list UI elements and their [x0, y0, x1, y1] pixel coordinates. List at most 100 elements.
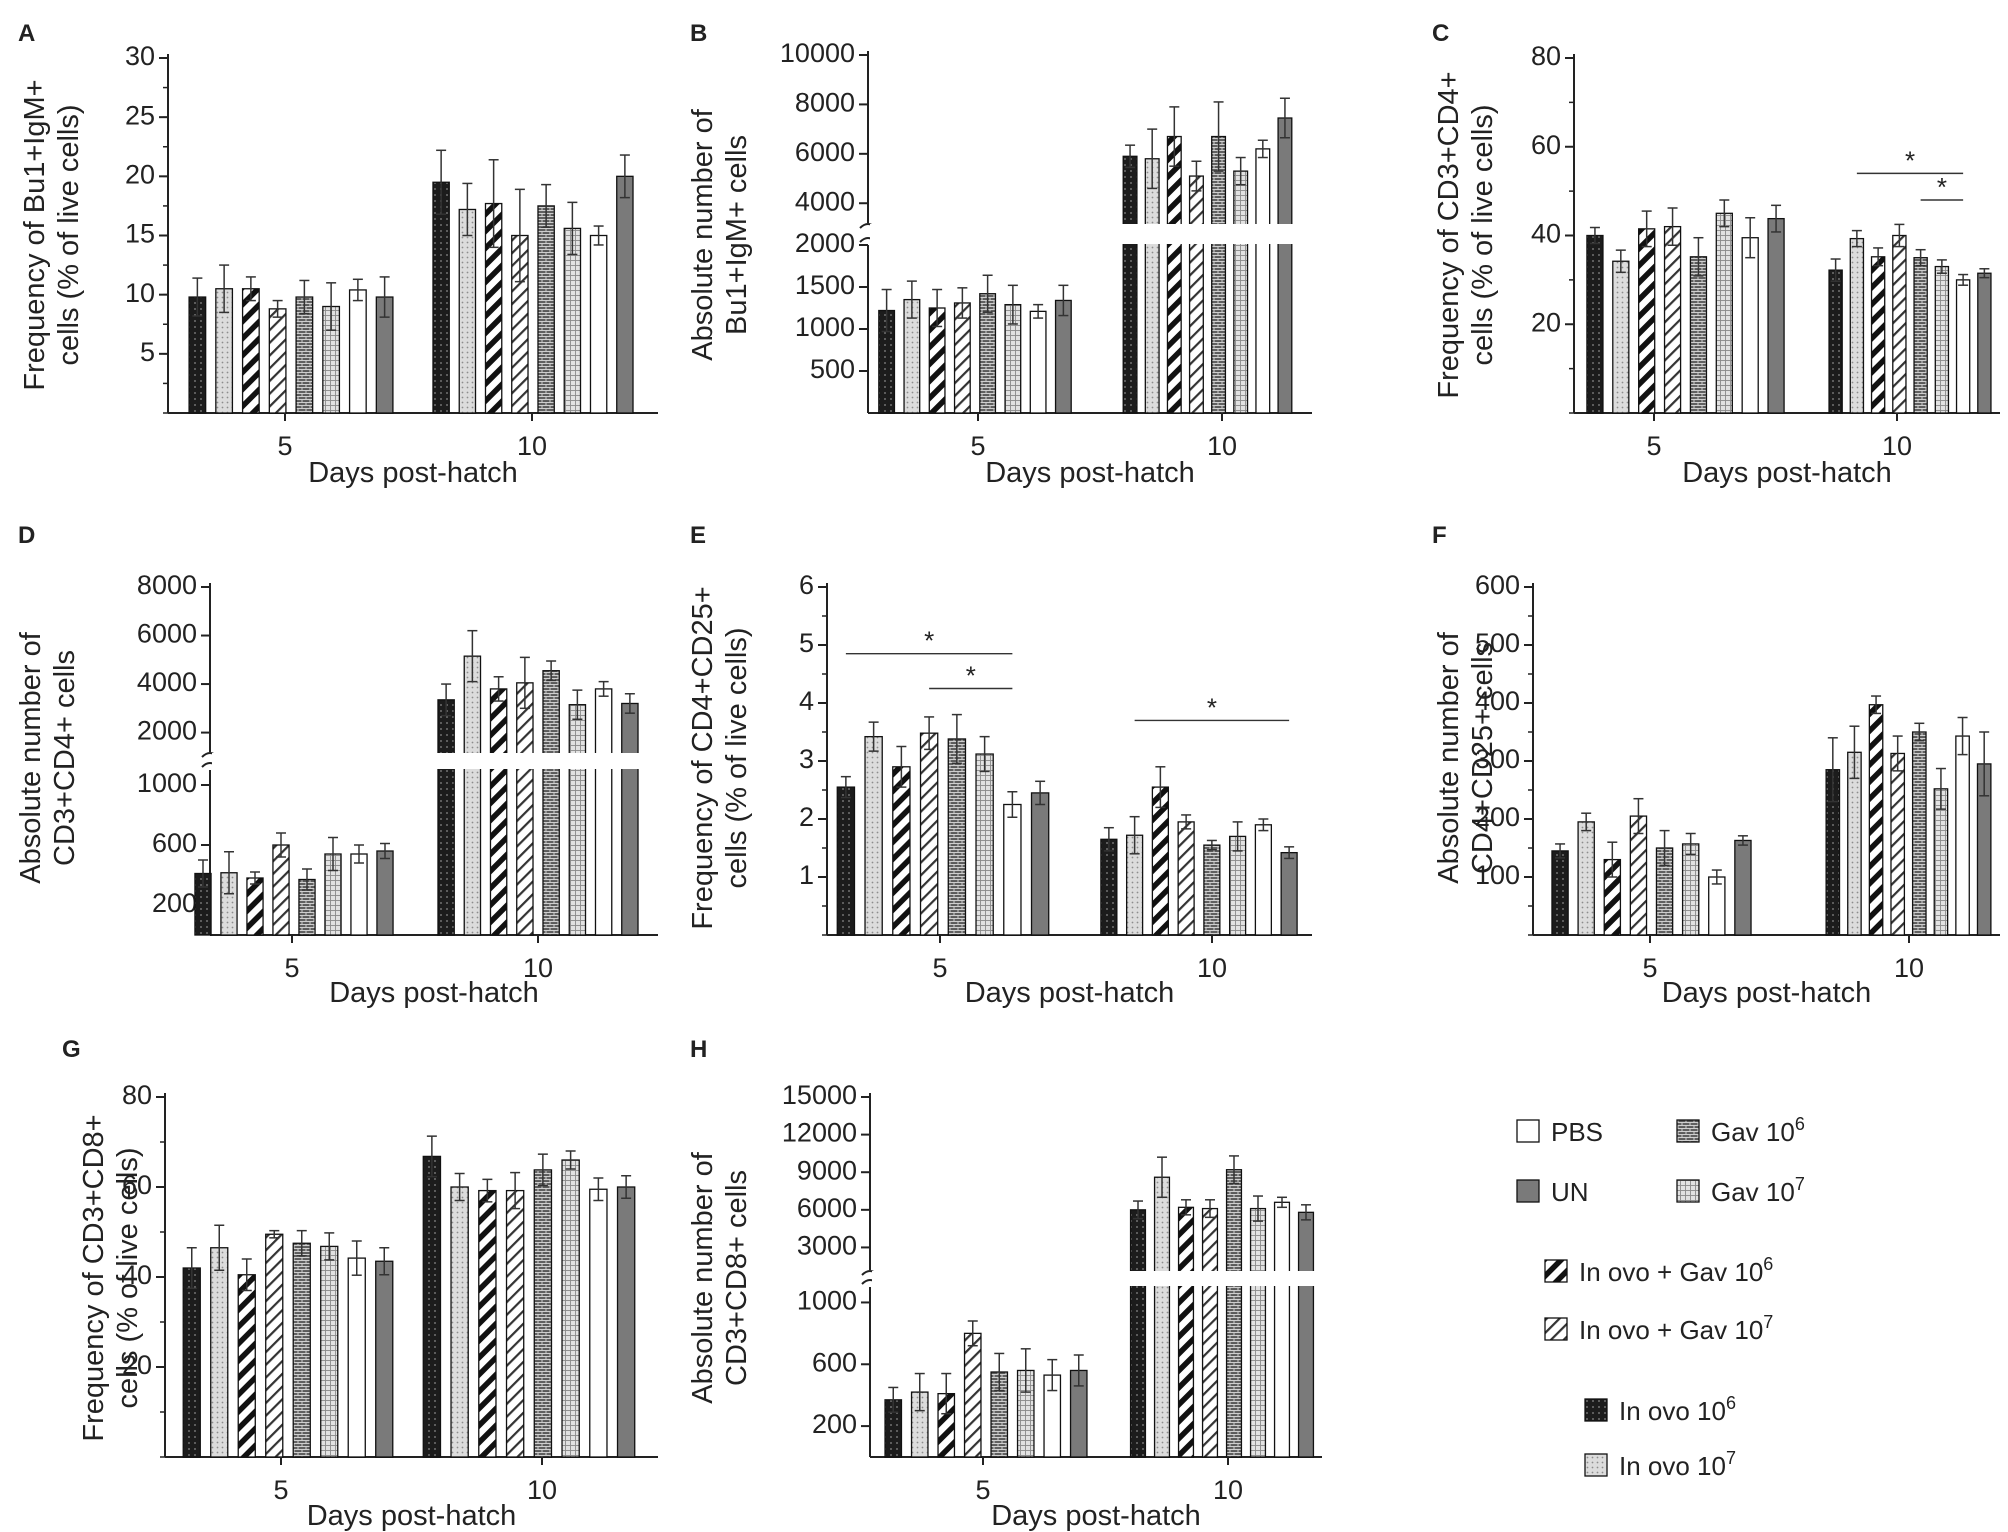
- bar-UN-day10: [1277, 117, 1293, 414]
- bar-io-gav6-day10: [1868, 704, 1884, 936]
- x-tick-label: 10: [517, 431, 547, 461]
- bar-gav7-day5: [1715, 212, 1733, 414]
- bar-io7-day10: [458, 208, 477, 414]
- y-tick-label: 20: [122, 1350, 152, 1380]
- y-axis-title: Frequency of Bu1+IgM+cells (% of live ce…: [19, 79, 85, 390]
- bar-io-gav7-day5: [1663, 225, 1682, 414]
- bar-UN-day5: [1734, 839, 1752, 936]
- bar-io-gav7-day10: [1892, 234, 1907, 414]
- y-tick-label: 10000: [780, 38, 855, 68]
- x-tick-label: 5: [277, 431, 292, 461]
- bar-gav6-day5: [947, 738, 967, 936]
- legend-label-superscript: 6: [1726, 1393, 1736, 1413]
- axis-break-gap: [212, 753, 660, 769]
- legend-swatch-gav6: [1676, 1119, 1700, 1143]
- bar-gav7-day10: [1933, 788, 1949, 936]
- y-tick-label: 20: [125, 159, 155, 189]
- y-tick-label: 15000: [782, 1080, 857, 1110]
- legend-swatch-io6: [1584, 1398, 1608, 1422]
- y-axis-title-line: Frequency of CD4+CD25+: [687, 586, 719, 929]
- bar-io6-day5: [1551, 850, 1569, 936]
- y-tick-label: 8000: [795, 88, 855, 118]
- y-axis-title-line: CD4+CD25+ cells: [1467, 642, 1499, 874]
- x-tick-label: 5: [970, 431, 985, 461]
- bar-io6-day10: [437, 699, 455, 936]
- legend-swatch-gav7: [1676, 1179, 1700, 1203]
- legend-swatch-UN: [1516, 1179, 1540, 1203]
- bar-PBS-day10: [1255, 148, 1271, 414]
- bar-io7-day5: [1577, 821, 1595, 936]
- x-axis-title: Days post-hatch: [308, 457, 518, 489]
- y-tick-label: 10: [125, 278, 155, 308]
- bar-io-gav6-day5: [1638, 228, 1656, 414]
- bar-gav6-day5: [292, 1242, 311, 1458]
- y-tick-label: 200: [1475, 802, 1520, 832]
- bar-gav7-day5: [975, 753, 994, 936]
- y-tick-label: 1000: [137, 768, 197, 798]
- bar-io7-day5: [210, 1247, 229, 1458]
- bar-io6-day5: [182, 1267, 201, 1458]
- bar-io-gav7-day5: [268, 308, 287, 414]
- bar-io-gav7-day10: [516, 682, 534, 936]
- y-axis-title: Frequency of CD4+CD25+cells (% of live c…: [687, 586, 753, 929]
- bar-io6-day10: [422, 1155, 442, 1458]
- bar-PBS-day5: [350, 853, 368, 936]
- bar-gav7-day5: [320, 1245, 339, 1458]
- significance-star: *: [1937, 172, 1947, 202]
- y-tick-label: 2: [799, 802, 814, 832]
- x-tick-label: 10: [1894, 953, 1924, 983]
- y-tick-label: 1: [799, 860, 814, 890]
- y-tick-label: 2000: [137, 716, 197, 746]
- y-tick-label: 4000: [137, 667, 197, 697]
- bar-io-gav7-day10: [1890, 752, 1906, 936]
- bar-gav7-day10: [563, 227, 582, 414]
- legend-swatch-io-gav7: [1544, 1317, 1568, 1341]
- x-tick-label: 5: [1642, 953, 1657, 983]
- bar-io6-day10: [432, 181, 450, 414]
- legend-label-text: In ovo 10: [1619, 1396, 1726, 1426]
- x-tick-label: 5: [273, 1475, 288, 1505]
- x-tick-label: 10: [1213, 1475, 1243, 1505]
- y-axis-title-line: Bu1+IgM+ cells: [721, 135, 753, 335]
- y-tick-label: 1000: [797, 1286, 857, 1316]
- bar-io7-day10: [463, 655, 482, 936]
- legend-label-text: In ovo + Gav 10: [1579, 1315, 1763, 1345]
- y-axis-title: Absolute number ofBu1+IgM+ cells: [687, 108, 753, 360]
- y-axis-title: Frequency of CD3+CD4+cells (% of live ce…: [1433, 71, 1499, 398]
- y-tick-label: 30: [125, 41, 155, 71]
- y-tick-label: 60: [1531, 130, 1561, 160]
- bar-gav6-day10: [542, 670, 560, 936]
- bar-io7-day10: [1847, 751, 1862, 936]
- panel-letter-f: F: [1432, 522, 1447, 549]
- bar-io7-day5: [1612, 260, 1630, 414]
- bar-UN-day5: [1054, 299, 1072, 414]
- panel-h-chart: H 200 600 1000 3000 6000 9000 12000 15000 5 10 Days…: [687, 1036, 1324, 1532]
- bar-PBS-day5: [1708, 876, 1726, 936]
- y-tick-label: 300: [1475, 744, 1520, 774]
- bar-PBS-day5: [1003, 803, 1022, 936]
- bar-PBS-day5: [1741, 237, 1759, 414]
- legend-swatch-io-gav6: [1544, 1259, 1568, 1283]
- y-tick-label: 9000: [797, 1155, 857, 1185]
- panel-e-chart: E 1 2 3 4 5 6 5 10 Days post-hatch Frequency of CD…: [687, 522, 1312, 1009]
- x-tick-label: 5: [1646, 431, 1661, 461]
- y-tick-label: 80: [1531, 41, 1561, 71]
- legend-label-io-gav6: In ovo + Gav 106: [1579, 1254, 1773, 1287]
- bar-io-gav7-day10: [1177, 821, 1195, 936]
- bar-PBS-day10: [594, 688, 613, 936]
- x-axis-title: Days post-hatch: [965, 977, 1175, 1009]
- y-tick-label: 5: [799, 628, 814, 658]
- legend-label-superscript: 6: [1795, 1114, 1805, 1134]
- bar-UN-day5: [376, 850, 394, 936]
- legend-swatch-io7: [1584, 1453, 1608, 1477]
- y-tick-label: 2000: [795, 228, 855, 258]
- significance-star: *: [1207, 692, 1217, 722]
- y-axis-title-line: Frequency of CD3+CD8+: [78, 1114, 110, 1441]
- bar-UN-day10: [1280, 851, 1298, 936]
- panel-letter-c: C: [1432, 20, 1449, 47]
- panel-letter-d: D: [18, 522, 35, 549]
- y-axis-title-line: CD3+CD4+ cells: [49, 650, 81, 866]
- bar-io-gav7-day10: [1188, 175, 1204, 414]
